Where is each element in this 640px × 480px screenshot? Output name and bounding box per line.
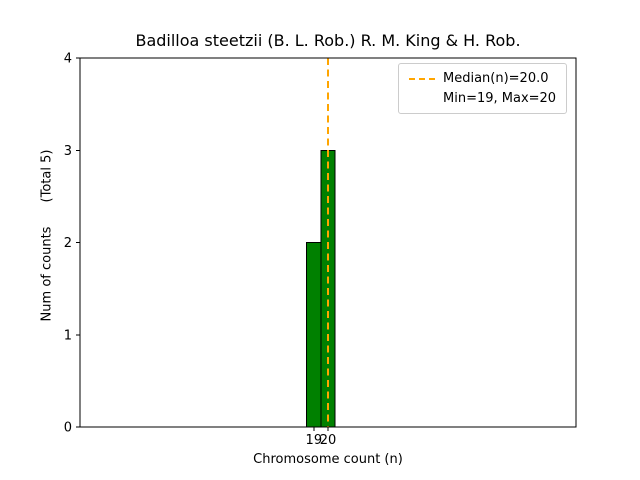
x-tick-label: 19 [306, 433, 323, 448]
x-tick-label: 20 [320, 433, 337, 448]
y-tick-label: 2 [64, 236, 72, 251]
median-dashed-line-swatch [409, 77, 435, 80]
legend-entry-median: Median(n)=20.0 [409, 71, 556, 86]
histogram-bar [306, 242, 322, 428]
y-axis-total-label: (Total 5) [39, 149, 55, 203]
legend: Median(n)=20.0 Min=19, Max=20 [398, 63, 568, 114]
legend-entry-minmax: Min=19, Max=20 [409, 91, 556, 106]
x-axis-label: Chromosome count (n) [253, 452, 403, 467]
legend-minmax-label: Min=19, Max=20 [443, 91, 557, 106]
legend-swatch-spacer [409, 98, 435, 100]
y-tick-label: 0 [64, 421, 72, 436]
y-tick-label: 1 [64, 328, 72, 343]
legend-median-label: Median(n)=20.0 [443, 71, 549, 86]
chart-title: Badilloa steetzii (B. L. Rob.) R. M. Kin… [135, 31, 521, 50]
y-tick-label: 4 [64, 52, 72, 67]
y-axis-label: Num of counts [39, 226, 55, 322]
y-tick-label: 3 [64, 144, 72, 159]
